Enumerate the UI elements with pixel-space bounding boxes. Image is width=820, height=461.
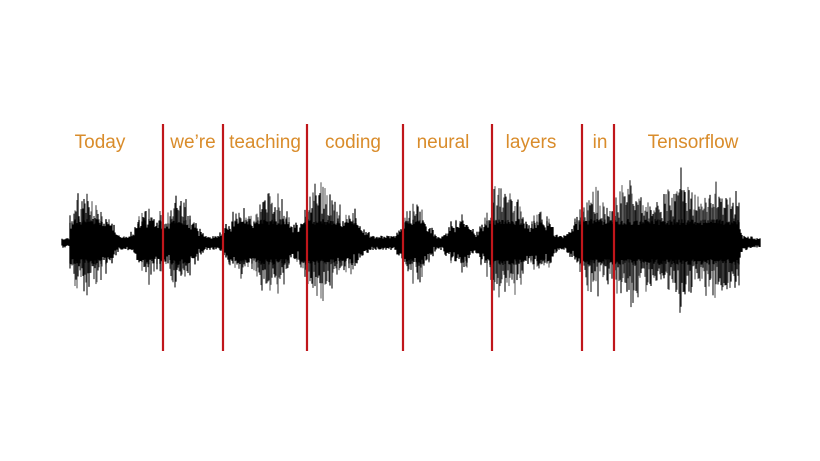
word-label-today: Today xyxy=(74,132,126,153)
word-label-layers: layers xyxy=(505,132,557,153)
word-label-coding: coding xyxy=(325,132,381,153)
word-label-were: we’re xyxy=(170,132,216,153)
waveform-bars xyxy=(61,167,761,313)
word-label-in: in xyxy=(592,132,608,153)
word-label-neural: neural xyxy=(416,132,470,153)
word-label-tensorflow: Tensorflow xyxy=(647,132,739,153)
word-label-teaching: teaching xyxy=(229,132,301,153)
